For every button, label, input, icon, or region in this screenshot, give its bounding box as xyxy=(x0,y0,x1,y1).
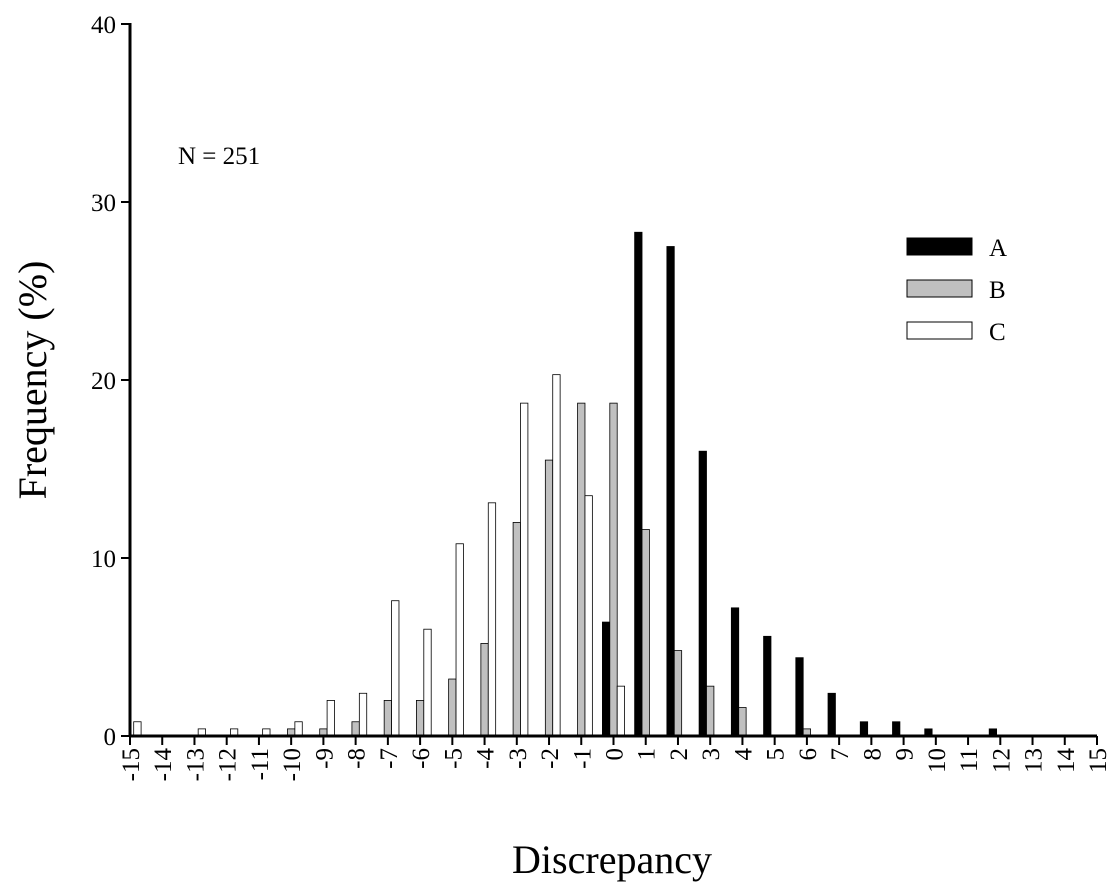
x-tick-label: -3 xyxy=(505,748,532,769)
bar-A-9 xyxy=(892,721,901,737)
bar-A-3 xyxy=(698,450,707,737)
x-tick-label: -4 xyxy=(473,748,500,769)
legend-label-A: A xyxy=(989,235,1007,262)
y-tick-label: 0 xyxy=(104,724,117,751)
x-tick-label: 11 xyxy=(956,748,983,772)
legend-swatch-A xyxy=(906,237,973,256)
bar-C--10 xyxy=(294,721,303,737)
x-tick-label: 15 xyxy=(1085,748,1112,773)
bar-C--3 xyxy=(520,402,529,737)
legend: ABC xyxy=(906,235,1007,346)
bar-B-2 xyxy=(673,650,683,737)
bar-B--5 xyxy=(448,678,457,737)
y-axis-ticks: 0 10 20 30 40 xyxy=(91,12,130,751)
bars-layer xyxy=(133,231,998,737)
bar-C--4 xyxy=(487,502,497,737)
x-tick-label: -15 xyxy=(118,748,145,781)
bar-A-1 xyxy=(634,231,643,737)
x-tick-label: 3 xyxy=(698,748,725,761)
legend-swatch-B xyxy=(906,279,973,298)
x-axis-title: Discrepancy xyxy=(512,837,712,882)
x-tick-label: -8 xyxy=(344,748,371,769)
x-tick-label: -14 xyxy=(150,748,177,782)
x-tick-label: 4 xyxy=(730,748,757,761)
legend-label-C: C xyxy=(989,319,1006,346)
bar-C--5 xyxy=(455,543,464,737)
bar-B-0 xyxy=(609,402,618,737)
bar-A-7 xyxy=(827,692,836,737)
bar-B-4 xyxy=(738,707,747,737)
x-tick-label: -12 xyxy=(215,748,242,781)
bar-B--3 xyxy=(512,522,521,737)
bar-C--2 xyxy=(552,374,561,737)
x-tick-label: 10 xyxy=(924,748,951,773)
x-tick-label: -10 xyxy=(279,748,306,781)
y-axis-title: Frequency (%) xyxy=(10,261,55,500)
sample-size-annotation: N = 251 xyxy=(178,143,260,170)
x-tick-label: -7 xyxy=(376,748,403,769)
bar-B--1 xyxy=(577,402,586,737)
x-tick-label: -2 xyxy=(537,748,564,769)
x-axis-ticks: -15 -14 -13 -12 -11 -10 -9 -8 -7 -6 -5 -4 -3 -2 -1 0 1 2 3… xyxy=(118,736,1112,781)
y-tick-label: 30 xyxy=(91,190,116,217)
bar-A-0 xyxy=(602,621,611,737)
bar-A-2 xyxy=(666,246,675,737)
x-tick-label: -13 xyxy=(183,748,210,781)
y-tick-label: 40 xyxy=(91,12,116,39)
x-tick-label: 5 xyxy=(763,748,790,761)
bar-C-0 xyxy=(616,685,626,737)
bar-A-6 xyxy=(795,657,804,737)
bar-C--8 xyxy=(358,692,368,737)
bar-A-5 xyxy=(763,635,772,737)
bar-B--6 xyxy=(415,700,425,737)
bar-B--4 xyxy=(480,643,489,737)
bar-B-3 xyxy=(706,685,715,737)
x-tick-label: -6 xyxy=(408,748,435,769)
x-tick-label: 13 xyxy=(1021,748,1048,773)
x-tick-label: 8 xyxy=(859,748,886,761)
bar-C--1 xyxy=(584,495,593,737)
x-tick-label: 2 xyxy=(666,748,693,761)
x-tick-label: -11 xyxy=(247,748,274,780)
x-tick-label: -9 xyxy=(311,748,338,769)
x-tick-label: 0 xyxy=(602,748,629,761)
x-tick-label: 14 xyxy=(1053,748,1080,774)
x-tick-label: 1 xyxy=(634,748,661,761)
x-tick-label: -1 xyxy=(569,748,596,769)
y-tick-label: 20 xyxy=(91,368,116,395)
bar-B--7 xyxy=(383,700,392,737)
x-tick-label: 7 xyxy=(827,748,854,761)
legend-label-B: B xyxy=(989,277,1006,304)
x-tick-label: -5 xyxy=(440,748,467,769)
bar-B--8 xyxy=(351,721,360,737)
bar-C--15 xyxy=(133,721,142,737)
bar-A-4 xyxy=(730,607,740,737)
bar-B--2 xyxy=(544,459,554,737)
bar-C--9 xyxy=(326,700,335,737)
y-tick-label: 10 xyxy=(91,546,116,573)
x-tick-label: 9 xyxy=(892,748,919,761)
legend-swatch-C xyxy=(906,321,973,340)
bar-C--7 xyxy=(391,600,400,737)
x-tick-label: 12 xyxy=(988,748,1015,773)
bar-B-1 xyxy=(641,529,650,737)
x-tick-label: 6 xyxy=(795,748,822,761)
bar-C--6 xyxy=(423,628,432,737)
bar-A-8 xyxy=(859,721,869,737)
